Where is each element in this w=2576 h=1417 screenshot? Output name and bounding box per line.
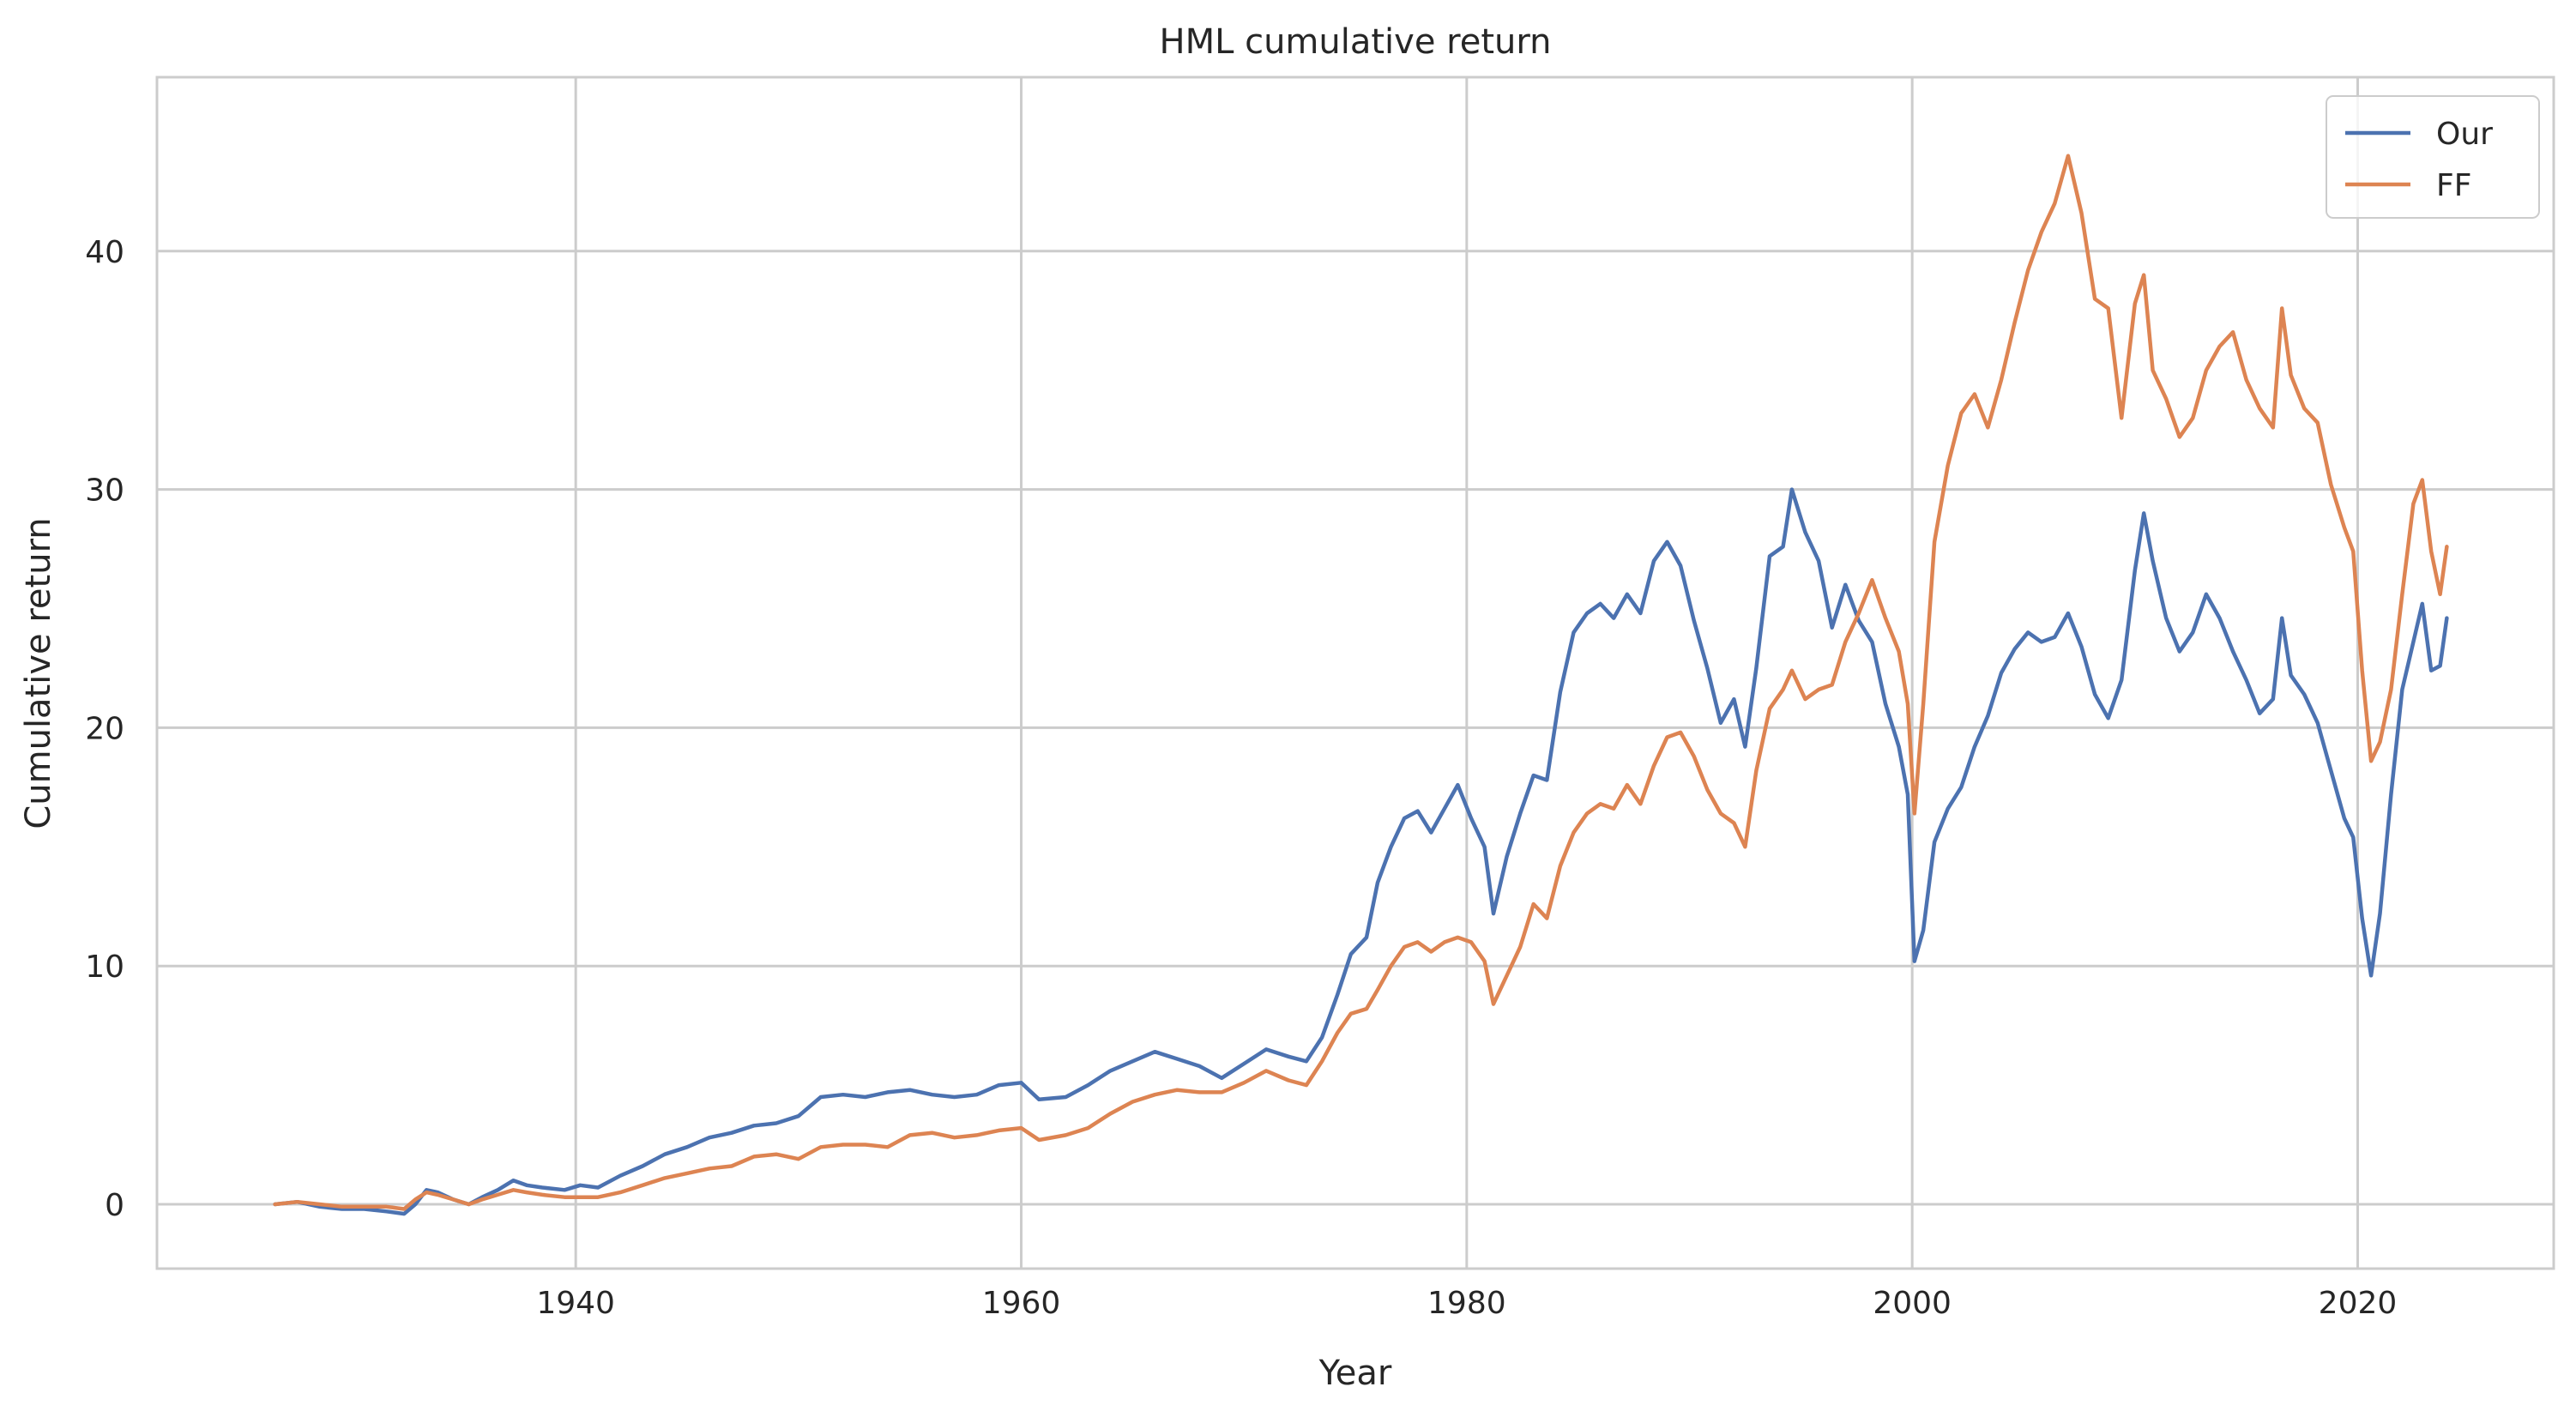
legend-box [2326,95,2540,219]
x-axis-title: Year [1318,1354,1392,1393]
x-tick-label: 1980 [1427,1286,1506,1321]
series-layer [273,154,2449,1216]
chart-title: HML cumulative return [1160,22,1552,62]
x-tick-label: 2000 [1873,1286,1952,1321]
tick-labels: 1940 1960 1980 2000 2020 0 10 20 30 40 [85,235,2397,1321]
plot-frame [155,75,2555,1270]
grid [157,77,2554,1269]
y-axis-title: Cumulative return [19,517,58,829]
x-tick-label: 1940 [536,1286,615,1321]
y-tick-label: 30 [85,473,124,509]
y-tick-label: 40 [85,235,124,270]
x-tick-label: 1960 [982,1286,1061,1321]
y-tick-label: 10 [85,950,124,985]
y-tick-label: 0 [105,1188,124,1223]
legend-label-our: Our [2436,117,2493,152]
series-line-ff [273,154,2449,1211]
x-tick-label: 2020 [2319,1286,2398,1321]
legend: Our FF [2326,95,2540,219]
y-tick-label: 20 [85,711,124,746]
legend-label-ff: FF [2436,168,2471,203]
series-line-our [273,487,2449,1216]
